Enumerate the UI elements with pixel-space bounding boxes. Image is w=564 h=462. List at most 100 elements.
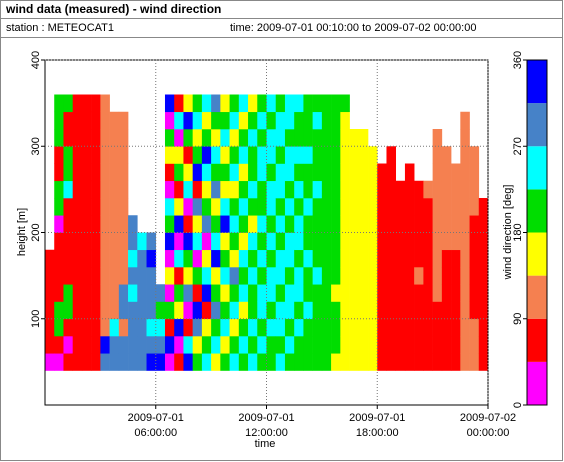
cell: [312, 232, 323, 251]
cell: [358, 215, 369, 233]
cell: [441, 232, 452, 251]
cell: [201, 198, 212, 216]
cell: [469, 146, 480, 164]
cell: [238, 318, 249, 337]
cell: [331, 284, 341, 302]
cell: [441, 336, 452, 354]
cell: [441, 180, 452, 199]
cell: [220, 318, 230, 337]
cell: [386, 249, 397, 268]
cell: [201, 267, 212, 285]
cell: [238, 353, 249, 371]
cell: [312, 163, 323, 182]
cell: [211, 215, 221, 233]
cell: [257, 180, 267, 199]
cell: [100, 94, 110, 113]
cell: [229, 336, 240, 354]
cell: [423, 249, 433, 268]
cell: [349, 163, 360, 182]
cell: [294, 163, 304, 182]
cell: [100, 318, 110, 337]
cell: [331, 163, 341, 182]
cell: [100, 111, 110, 130]
cell: [284, 146, 295, 164]
cell: [109, 318, 120, 337]
cell: [63, 198, 73, 216]
cell: [257, 94, 267, 113]
cell: [321, 353, 332, 371]
cell: [386, 301, 397, 320]
cell: [275, 336, 286, 354]
cell: [174, 232, 184, 251]
y-tick-label: 300: [30, 137, 42, 155]
cell: [220, 146, 230, 164]
cell: [312, 94, 323, 113]
cell: [460, 198, 470, 216]
cell: [220, 232, 230, 251]
cell: [331, 129, 341, 147]
cell: [109, 353, 120, 371]
cell: [54, 284, 64, 302]
cell: [238, 146, 249, 164]
cell: [201, 163, 212, 182]
cell: [229, 163, 240, 182]
cell: [331, 94, 341, 113]
cell: [460, 336, 470, 354]
cell: [368, 267, 378, 285]
cell: [72, 353, 83, 371]
cell: [137, 267, 147, 285]
cell: [183, 146, 193, 164]
cell: [386, 318, 397, 337]
cell: [174, 318, 184, 337]
cell: [423, 353, 433, 371]
cell: [284, 94, 295, 113]
cell: [248, 353, 258, 371]
cell: [164, 249, 175, 268]
cell: [164, 146, 175, 164]
cell: [137, 318, 147, 337]
cell: [91, 180, 101, 199]
cell: [192, 336, 203, 354]
cell: [478, 353, 489, 371]
cell: [349, 215, 360, 233]
cell: [275, 129, 286, 147]
cell: [183, 111, 193, 130]
cell: [211, 146, 221, 164]
cell: [248, 163, 258, 182]
cell: [294, 129, 304, 147]
cell: [229, 146, 240, 164]
cell: [331, 232, 341, 251]
cell: [72, 163, 83, 182]
cell: [100, 180, 110, 199]
cell: [414, 232, 424, 251]
colorbar-band: [527, 189, 547, 233]
cell: [118, 146, 129, 164]
cell: [72, 249, 83, 268]
cell: [331, 249, 341, 268]
cell: [229, 318, 240, 337]
cell: [284, 129, 295, 147]
cell: [404, 249, 415, 268]
cell: [266, 353, 277, 371]
cell: [100, 336, 110, 354]
cell: [303, 129, 313, 147]
cell: [100, 232, 110, 251]
cell: [395, 249, 406, 268]
cell: [441, 284, 452, 302]
cell: [441, 249, 452, 268]
cell: [312, 215, 323, 233]
cell: [238, 163, 249, 182]
cell: [312, 318, 323, 337]
cell: [72, 232, 83, 251]
cell: [284, 353, 295, 371]
cell: [257, 336, 267, 354]
cell: [404, 336, 415, 354]
cell: [81, 284, 92, 302]
cell: [248, 267, 258, 285]
cell: [174, 353, 184, 371]
cell: [137, 284, 147, 302]
cell: [451, 215, 461, 233]
cell: [395, 336, 406, 354]
cell: [118, 336, 129, 354]
